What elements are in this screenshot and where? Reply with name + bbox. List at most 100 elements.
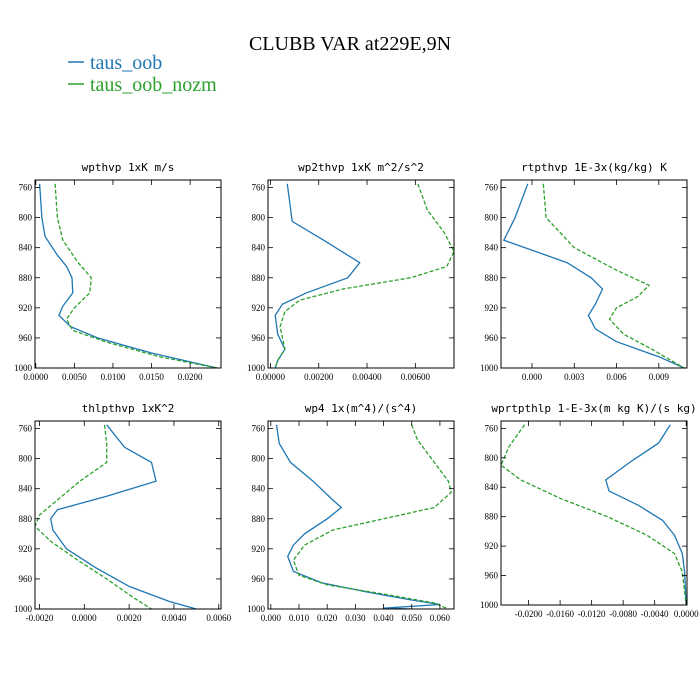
panel-3: rtpthvp 1E-3x(kg/kg) K 760 800 840 880 920 960… — [480, 161, 688, 382]
x-tick-label: -0.0080 — [609, 609, 637, 619]
y-tick-label: 920 — [19, 303, 33, 313]
panels: wpthvp 1xK m/s76080084088092096010000.00… — [14, 161, 699, 623]
y-tick-label: 960 — [19, 574, 33, 584]
x-tick-label: 0.020 — [317, 613, 338, 623]
figure-title: CLUBB VAR at229E,9N — [249, 33, 451, 55]
panel-title: wp2thvp 1xK m^2/s^2 — [298, 161, 424, 174]
series-line-taus_oob — [38, 183, 218, 368]
y-tick-label: 760 — [485, 423, 499, 433]
series-line-taus_oob — [605, 424, 687, 605]
x-tick-label: 0.060 — [430, 613, 451, 623]
series-line-taus_oob — [50, 424, 197, 609]
series-line-taus_oob_nozm — [542, 183, 685, 368]
panel-5: wp4 1x(m^4)/(s^4)76080084088092096010000… — [247, 402, 455, 623]
panel-title: wp4 1x(m^4)/(s^4) — [305, 402, 418, 415]
x-tick-label: 0.0020 — [117, 613, 142, 623]
y-tick-label: 960 — [252, 574, 266, 584]
x-tick-label: -0.0160 — [546, 609, 574, 619]
y-tick-label: 960 — [485, 333, 499, 343]
series-line-taus_oob — [274, 183, 361, 368]
x-tick-label: 0.0100 — [101, 372, 126, 382]
y-tick-label: 800 — [252, 454, 266, 464]
y-tick-label: 880 — [485, 512, 499, 522]
x-tick-label: 0.050 — [402, 613, 423, 623]
y-tick-label: 1000 — [480, 600, 499, 610]
x-tick-label: 0.0000 — [72, 613, 97, 623]
x-tick-label: 0.00000 — [256, 372, 286, 382]
panel-title: wprtpthlp 1-E-3x(m kg K)/(s kg) — [491, 402, 696, 415]
x-tick-label: -0.0120 — [578, 609, 606, 619]
plot-frame — [34, 179, 222, 369]
y-tick-label: 800 — [485, 453, 499, 463]
y-tick-label: 880 — [252, 273, 266, 283]
x-tick-label: 0.00400 — [352, 372, 382, 382]
panel-title: rtpthvp 1E-3x(kg/kg) K — [521, 161, 667, 174]
panel-title: thlpthvp 1xK^2 — [82, 402, 175, 415]
y-tick-label: 760 — [19, 424, 33, 434]
x-tick-label: 0.006 — [606, 372, 627, 382]
y-tick-label: 1000 — [14, 363, 33, 373]
plot-frame — [500, 420, 688, 606]
plot-frame — [267, 420, 455, 610]
legend-label-taus_oob_nozm: taus_oob_nozm — [90, 74, 217, 96]
y-tick-label: 920 — [485, 303, 499, 313]
y-tick-label: 920 — [252, 303, 266, 313]
y-tick-label: 1000 — [247, 363, 266, 373]
series-line-taus_oob — [275, 424, 441, 609]
y-tick-label: 840 — [485, 243, 499, 253]
y-tick-label: 840 — [252, 484, 266, 494]
x-tick-label: 0.030 — [345, 613, 366, 623]
y-tick-label: 1000 — [247, 604, 266, 614]
panel-4: thlpthvp 1xK^2 760 800 840 880 920 960 1000-0.0… — [14, 402, 232, 623]
x-tick-label: 0.010 — [289, 613, 310, 623]
y-tick-label: 800 — [19, 454, 33, 464]
y-tick-label: 920 — [485, 541, 499, 551]
y-tick-label: 920 — [252, 544, 266, 554]
series-line-taus_oob_nozm — [501, 424, 687, 605]
x-tick-label: -0.0020 — [26, 613, 54, 623]
series-line-taus_oob_nozm — [35, 424, 152, 609]
panel-6: wprtpthlp 1-E-3x(m kg K)/(s kg) 760 800 840… — [480, 402, 699, 619]
y-tick-label: 760 — [252, 183, 266, 193]
x-tick-label: 0.003 — [564, 372, 585, 382]
x-tick-label: 0.000 — [261, 613, 282, 623]
x-tick-label: 0.000 — [522, 372, 543, 382]
series-line-taus_oob_nozm — [274, 183, 454, 368]
x-tick-label: 0.0000 — [23, 372, 48, 382]
plot-frame — [34, 420, 222, 610]
y-tick-label: 1000 — [14, 604, 33, 614]
y-tick-label: 1000 — [480, 363, 499, 373]
x-tick-label: 0.0000 — [674, 609, 699, 619]
y-tick-label: 760 — [485, 183, 499, 193]
y-tick-label: 840 — [252, 243, 266, 253]
y-tick-label: 920 — [19, 544, 33, 554]
y-tick-label: 960 — [19, 333, 33, 343]
series-line-taus_oob_nozm — [54, 183, 218, 368]
y-tick-label: 840 — [19, 484, 33, 494]
y-tick-label: 800 — [19, 213, 33, 223]
y-tick-label: 840 — [485, 482, 499, 492]
x-tick-label: -0.0040 — [641, 609, 669, 619]
x-tick-label: 0.0200 — [178, 372, 203, 382]
x-tick-label: 0.0060 — [206, 613, 231, 623]
x-tick-label: 0.0040 — [162, 613, 187, 623]
series-line-taus_oob_nozm — [292, 424, 452, 609]
y-tick-label: 880 — [485, 273, 499, 283]
panel-title: wpthvp 1xK m/s — [82, 161, 175, 174]
plot-frame — [500, 179, 688, 369]
series-line-taus_oob — [502, 183, 685, 368]
y-tick-label: 760 — [252, 424, 266, 434]
y-tick-label: 880 — [19, 273, 33, 283]
x-tick-label: 0.0050 — [62, 372, 87, 382]
panel-1: wpthvp 1xK m/s76080084088092096010000.00… — [14, 161, 222, 382]
x-tick-label: 0.009 — [649, 372, 670, 382]
y-tick-label: 960 — [485, 571, 499, 581]
y-tick-label: 800 — [252, 213, 266, 223]
x-tick-label: 0.00200 — [304, 372, 334, 382]
plot-frame — [267, 179, 455, 369]
legend-label-taus_oob: taus_oob — [90, 52, 162, 74]
y-tick-label: 880 — [19, 514, 33, 524]
y-tick-label: 840 — [19, 243, 33, 253]
panel-2: wp2thvp 1xK m^2/s^2 760 800 840 880 920 960 100… — [247, 161, 455, 382]
